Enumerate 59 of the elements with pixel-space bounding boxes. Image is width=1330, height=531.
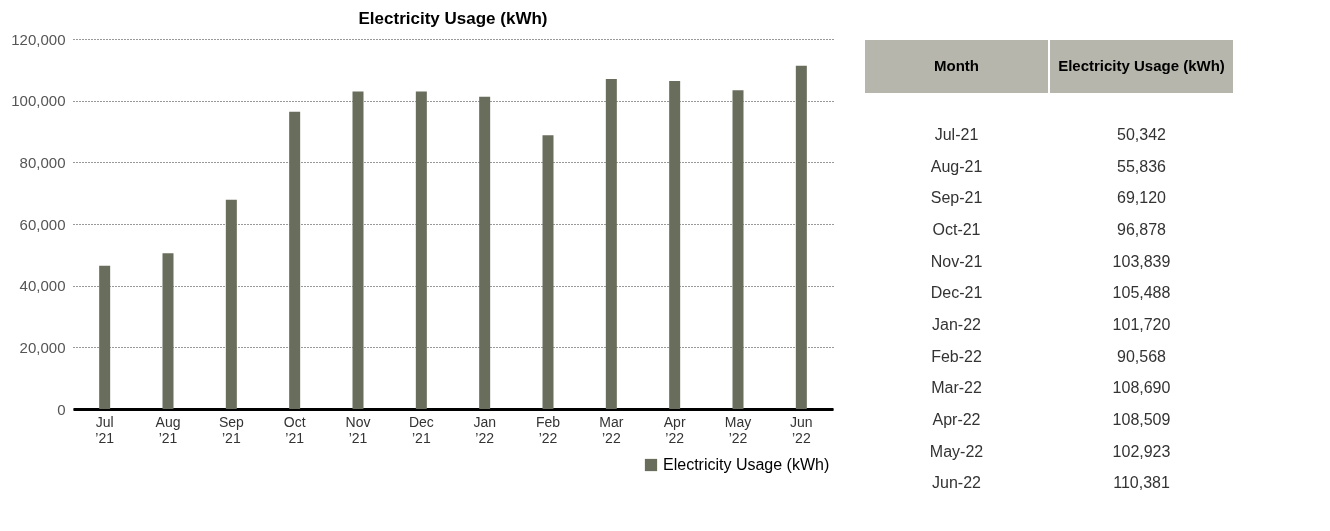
x-tick-label: Jan ’22 bbox=[473, 413, 496, 446]
y-tick-label: 20,000 bbox=[19, 338, 66, 356]
text: 105,488 bbox=[1112, 284, 1171, 302]
x-tick-label: Nov ’21 bbox=[345, 413, 371, 446]
y-tick-label: 0 bbox=[57, 400, 66, 418]
y-tick-label: 60,000 bbox=[19, 215, 66, 233]
text: Sep-21 bbox=[930, 189, 983, 207]
chart-title: Electricity Usage (kWh) bbox=[358, 9, 548, 28]
bar bbox=[99, 265, 111, 409]
x-tick-label: Oct ’21 bbox=[283, 413, 306, 446]
text: Apr-22 bbox=[932, 410, 981, 428]
y-tick-label: 120,000 bbox=[11, 30, 66, 48]
bar bbox=[352, 91, 364, 409]
bar bbox=[162, 253, 174, 409]
x-tick-label: Apr ’22 bbox=[663, 413, 686, 446]
text: Electricity Usage (kWh) bbox=[1058, 57, 1225, 74]
x-tick-label: Dec ’21 bbox=[408, 413, 434, 446]
y-tick-label: 100,000 bbox=[11, 92, 66, 110]
bar bbox=[225, 199, 237, 409]
text: 101,720 bbox=[1112, 315, 1171, 333]
y-tick-label: 80,000 bbox=[19, 153, 66, 171]
x-tick-label: Feb ’22 bbox=[535, 413, 561, 446]
text: 110,381 bbox=[1113, 474, 1170, 492]
text: 90,568 bbox=[1117, 347, 1167, 365]
bar bbox=[479, 96, 491, 409]
x-tick-label: Sep ’21 bbox=[218, 413, 244, 446]
text: Dec-21 bbox=[930, 284, 983, 302]
x-tick-label: May ’22 bbox=[724, 413, 752, 446]
text: Jul-21 bbox=[934, 125, 979, 143]
x-tick-label: Aug ’21 bbox=[155, 413, 181, 446]
bar bbox=[795, 65, 807, 409]
text: Nov-21 bbox=[930, 252, 983, 270]
bar bbox=[289, 111, 301, 409]
text: 69,120 bbox=[1117, 189, 1167, 207]
bar bbox=[669, 80, 681, 409]
bar bbox=[415, 91, 427, 409]
text: 108,509 bbox=[1112, 410, 1171, 428]
text: May-22 bbox=[929, 442, 984, 460]
text: 103,839 bbox=[1112, 252, 1171, 270]
text: Jan-22 bbox=[932, 315, 982, 333]
bar bbox=[605, 79, 617, 409]
text: Jun-22 bbox=[932, 474, 982, 492]
bar bbox=[542, 135, 554, 409]
text: 50,342 bbox=[1117, 125, 1167, 143]
text: Aug-21 bbox=[930, 157, 983, 175]
text: 96,878 bbox=[1117, 220, 1167, 238]
text: Feb-22 bbox=[931, 347, 982, 365]
bar bbox=[732, 90, 744, 409]
text: Month bbox=[934, 57, 979, 74]
text: 108,690 bbox=[1112, 379, 1171, 397]
y-tick-label: 40,000 bbox=[19, 277, 66, 295]
text: Mar-22 bbox=[931, 379, 982, 397]
text: 55,836 bbox=[1117, 157, 1167, 175]
x-tick-label: Mar ’22 bbox=[599, 413, 624, 446]
text: 102,923 bbox=[1112, 442, 1171, 460]
legend-label: Electricity Usage (kWh) bbox=[663, 456, 830, 473]
x-tick-label: Jun ’22 bbox=[790, 413, 813, 446]
x-tick-label: Jul ’21 bbox=[95, 413, 115, 446]
text: Oct-21 bbox=[932, 220, 981, 238]
